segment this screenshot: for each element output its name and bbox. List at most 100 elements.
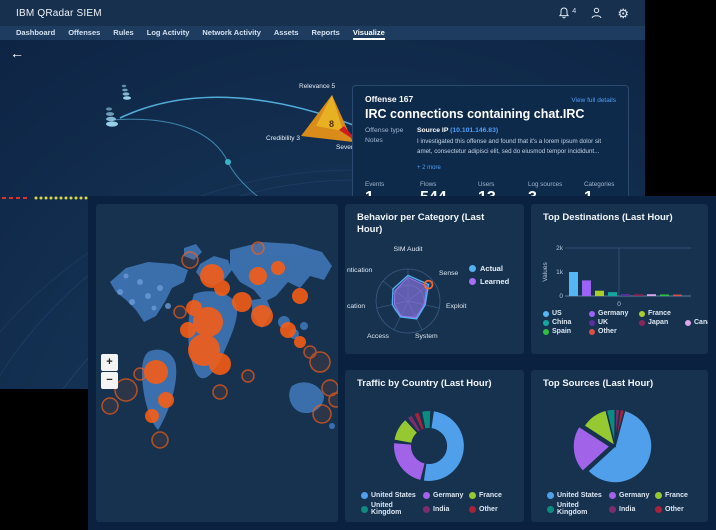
slice-germany[interactable] xyxy=(572,425,612,473)
traffic-legend: United States Germany France United Kingdom… xyxy=(361,492,502,516)
bar-other[interactable] xyxy=(673,294,682,297)
slice-united-states[interactable] xyxy=(586,409,653,484)
legend-other[interactable]: Other xyxy=(589,328,639,335)
legend-united-kingdom[interactable]: United Kingdom xyxy=(547,502,609,516)
main-nav: Dashboard Offenses Rules Log Activity Networ… xyxy=(0,26,645,40)
bell-glyph xyxy=(559,7,570,19)
legend-dot xyxy=(543,319,549,326)
svg-text:1k: 1k xyxy=(556,269,564,276)
legend-dot xyxy=(423,492,430,499)
slice-india[interactable] xyxy=(408,415,420,432)
dotted-route xyxy=(2,196,88,200)
offense-title: IRC connections containing chat.IRC xyxy=(365,107,585,121)
legend-dot xyxy=(609,492,616,499)
legend-dot xyxy=(639,319,645,326)
legend-china[interactable]: China xyxy=(543,319,589,326)
tab-visualize[interactable]: Visualize xyxy=(352,28,385,40)
app-header: IBM QRadar SIEM 4 ⚙ xyxy=(0,0,645,26)
legend-learned[interactable]: Learned xyxy=(469,277,509,286)
tab-log-activity[interactable]: Log Activity xyxy=(146,28,190,37)
bar-china[interactable] xyxy=(608,292,617,296)
destinations-title: Top Destinations (Last Hour) xyxy=(543,212,673,223)
radar-axis-application: cation xyxy=(347,303,366,310)
slice-other[interactable] xyxy=(614,408,626,447)
relevance-label: Relevance 5 xyxy=(299,83,336,90)
tab-network-activity[interactable]: Network Activity xyxy=(202,28,261,37)
legend-united-states[interactable]: United States xyxy=(361,492,423,499)
notification-bell-icon[interactable]: 4 xyxy=(558,6,576,19)
legend-united-states[interactable]: United States xyxy=(547,492,609,499)
threat-clusters xyxy=(144,261,308,423)
blue-event-dots xyxy=(117,273,171,311)
bar-spain[interactable] xyxy=(660,294,669,297)
slice-france[interactable] xyxy=(394,420,417,443)
radar-axis-sense: Sense xyxy=(439,270,459,277)
legend-dot xyxy=(589,310,595,317)
legend-dot xyxy=(547,505,554,513)
legend-germany[interactable]: Germany xyxy=(423,492,469,499)
bar-us[interactable] xyxy=(569,272,578,296)
tab-dashboard[interactable]: Dashboard xyxy=(16,28,56,37)
slice-united-states[interactable] xyxy=(423,411,464,481)
slice-germany[interactable] xyxy=(394,443,425,480)
bar-uk[interactable] xyxy=(621,294,630,296)
legend-uk[interactable]: UK xyxy=(589,319,639,326)
tab-reports[interactable]: Reports xyxy=(311,28,340,37)
legend-germany[interactable]: Germany xyxy=(609,492,655,499)
svg-text:0: 0 xyxy=(559,293,563,300)
behavior-card: Behavior per Category (Last Hour) SIM Au… xyxy=(345,204,524,354)
slice-other[interactable] xyxy=(414,412,424,430)
radar-axis-system: System xyxy=(415,333,438,340)
tab-rules[interactable]: Rules xyxy=(113,28,134,37)
user-avatar-icon[interactable] xyxy=(591,7,602,19)
legend-dot xyxy=(639,310,645,317)
legend-dot xyxy=(543,328,549,335)
legend-dot xyxy=(543,310,549,317)
bar-japan[interactable] xyxy=(634,294,643,296)
legend-india[interactable]: India xyxy=(609,505,655,513)
legend-dot xyxy=(361,492,368,499)
legend-dot xyxy=(423,505,430,513)
tab-offenses[interactable]: Offenses xyxy=(68,28,101,37)
bar-germany[interactable] xyxy=(582,280,591,296)
legend-france[interactable]: France xyxy=(655,492,688,499)
settings-gear-icon[interactable]: ⚙ xyxy=(617,5,629,21)
person-glyph xyxy=(592,7,602,19)
radar-chart xyxy=(375,268,441,334)
legend-other[interactable]: Other xyxy=(469,505,498,513)
legend-spain[interactable]: Spain xyxy=(543,328,589,335)
notes-label: Notes xyxy=(365,137,383,144)
top-sources-card: Top Sources (Last Hour) United States Ger… xyxy=(531,370,708,522)
legend-us[interactable]: US xyxy=(543,310,589,317)
legend-japan[interactable]: Japan xyxy=(639,319,685,326)
legend-dot xyxy=(547,492,554,499)
slice-united-kingdom[interactable] xyxy=(422,410,431,429)
legend-dot xyxy=(685,319,691,326)
tab-assets[interactable]: Assets xyxy=(273,28,299,37)
more-notes-link[interactable]: + 2 more xyxy=(417,165,441,172)
notes-text: I investigated this offense and found th… xyxy=(417,138,602,155)
legend-actual[interactable]: Actual xyxy=(469,264,509,273)
radar-axis-access: Access xyxy=(367,333,389,340)
legend-france[interactable]: France xyxy=(469,492,502,499)
legend-dot xyxy=(589,328,595,335)
sources-title: Top Sources (Last Hour) xyxy=(543,378,654,389)
event-marker xyxy=(106,107,118,127)
view-full-details-link[interactable]: View full details xyxy=(571,97,616,104)
legend-other[interactable]: Other xyxy=(655,505,684,513)
legend-france[interactable]: France xyxy=(639,310,685,317)
radar-series-learned xyxy=(393,276,428,319)
offense-id: Offense 167 xyxy=(365,94,414,104)
offense-type-label: Offense type xyxy=(365,127,404,134)
legend-canada[interactable]: Canada xyxy=(685,319,708,326)
zoom-in-button[interactable]: + xyxy=(101,354,118,371)
bar-canada[interactable] xyxy=(647,294,656,296)
legend-united-kingdom[interactable]: United Kingdom xyxy=(361,502,423,516)
source-ip-link[interactable]: (10.101.146.83) xyxy=(450,127,499,134)
back-arrow-icon[interactable]: ← xyxy=(10,45,24,61)
bar-france[interactable] xyxy=(595,290,604,296)
zoom-out-button[interactable]: − xyxy=(101,372,118,389)
legend-germany[interactable]: Germany xyxy=(589,310,639,317)
legend-india[interactable]: India xyxy=(423,505,469,513)
